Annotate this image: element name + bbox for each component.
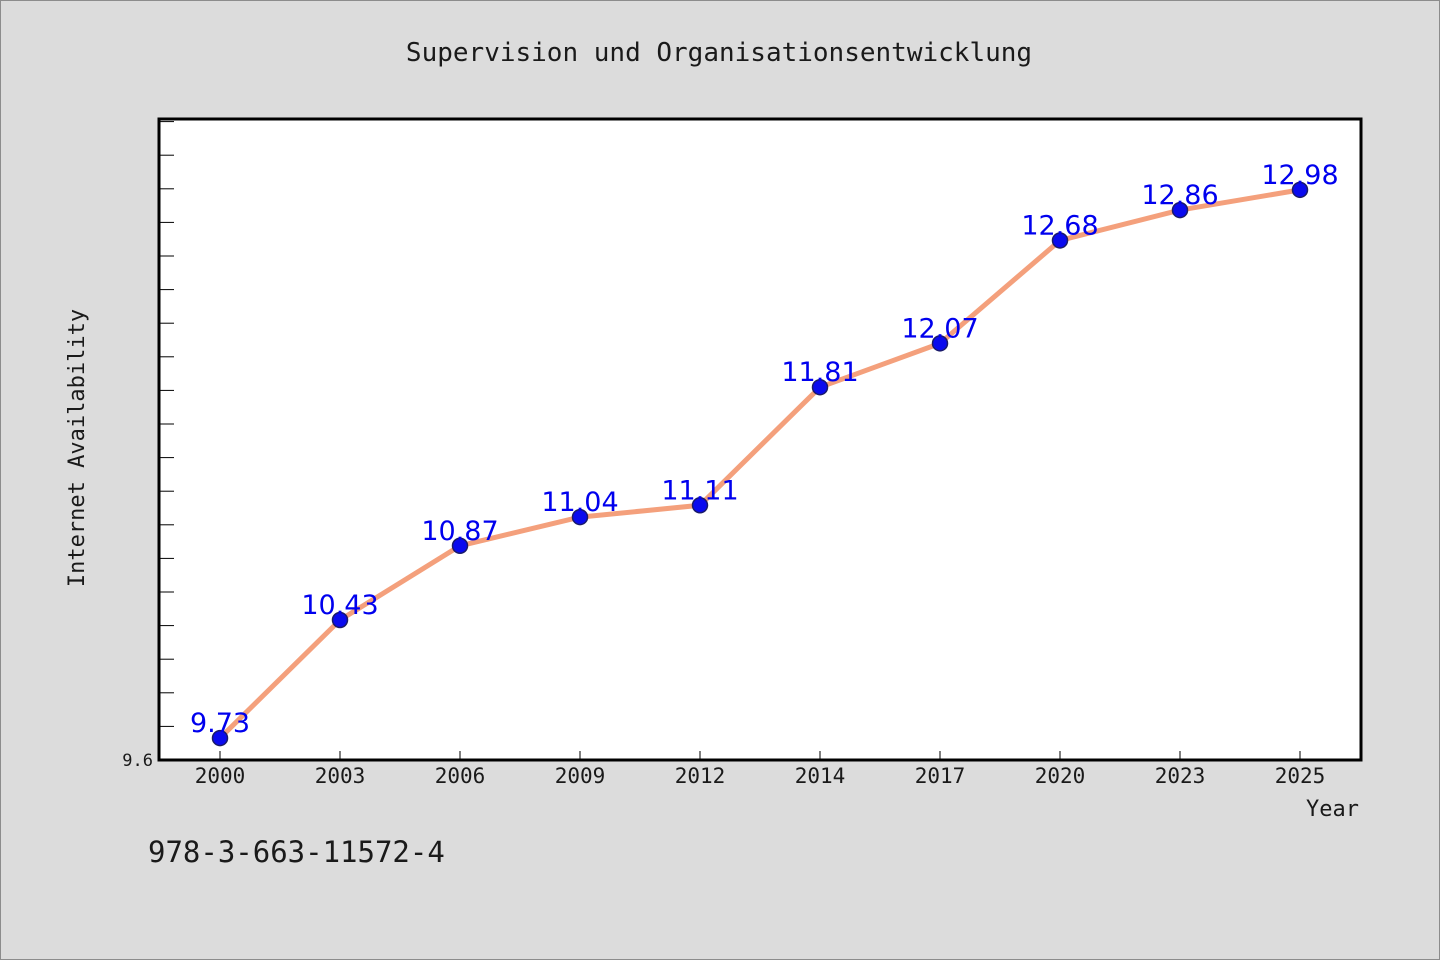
data-point (931, 335, 949, 352)
y-axis-ticks: 9.6 (122, 121, 174, 771)
x-axis-ticks: 2000 2003 2006 2009 2012 2014 2017 2020 2023 2025 (195, 751, 1326, 788)
x-tick-label: 2025 (1275, 764, 1326, 788)
data-label: 12.07 (901, 313, 978, 344)
x-tick-label: 2012 (675, 764, 726, 788)
data-point (571, 508, 589, 526)
data-point (811, 378, 829, 396)
x-tick-label: 2003 (315, 764, 366, 788)
x-tick-label: 2000 (195, 764, 246, 788)
data-label: 11.81 (781, 357, 858, 388)
data-point (1171, 201, 1189, 219)
data-label: 12.68 (1021, 210, 1098, 241)
data-label: 11.11 (661, 475, 738, 506)
data-point (1291, 181, 1309, 199)
x-tick-label: 2023 (1155, 764, 1206, 788)
series-line-group (217, 187, 1303, 741)
data-point (1051, 232, 1069, 249)
data-label: 12.98 (1261, 160, 1338, 191)
y-tick-label: 9.6 (122, 751, 153, 771)
plot-area (157, 117, 1363, 762)
data-point (451, 537, 469, 555)
data-point (691, 497, 709, 514)
data-point (331, 611, 349, 629)
x-tick-label: 2009 (555, 764, 606, 788)
x-tick-label: 2017 (915, 764, 966, 788)
data-point (211, 729, 229, 747)
x-axis-title: Year (1306, 797, 1359, 822)
chart-title: Supervision und Organisationsentwicklung (406, 38, 1032, 68)
y-axis-title: Internet Availability (65, 309, 90, 587)
x-tick-label: 2014 (795, 764, 846, 788)
isbn-label: 978-3-663-11572-4 (148, 835, 445, 869)
data-label: 9.73 (190, 708, 250, 739)
x-tick-label: 2020 (1035, 764, 1086, 788)
x-tick-label: 2006 (435, 764, 486, 788)
data-label: 10.43 (301, 590, 378, 621)
data-label: 10.87 (421, 516, 498, 547)
data-points (211, 181, 1309, 747)
data-labels: 9.73 10.43 10.87 11.04 11.11 11.81 12.07 12.68 1… (190, 160, 1339, 739)
data-label: 11.04 (541, 487, 618, 518)
data-label: 12.86 (1141, 180, 1218, 211)
series-line (217, 187, 1303, 741)
